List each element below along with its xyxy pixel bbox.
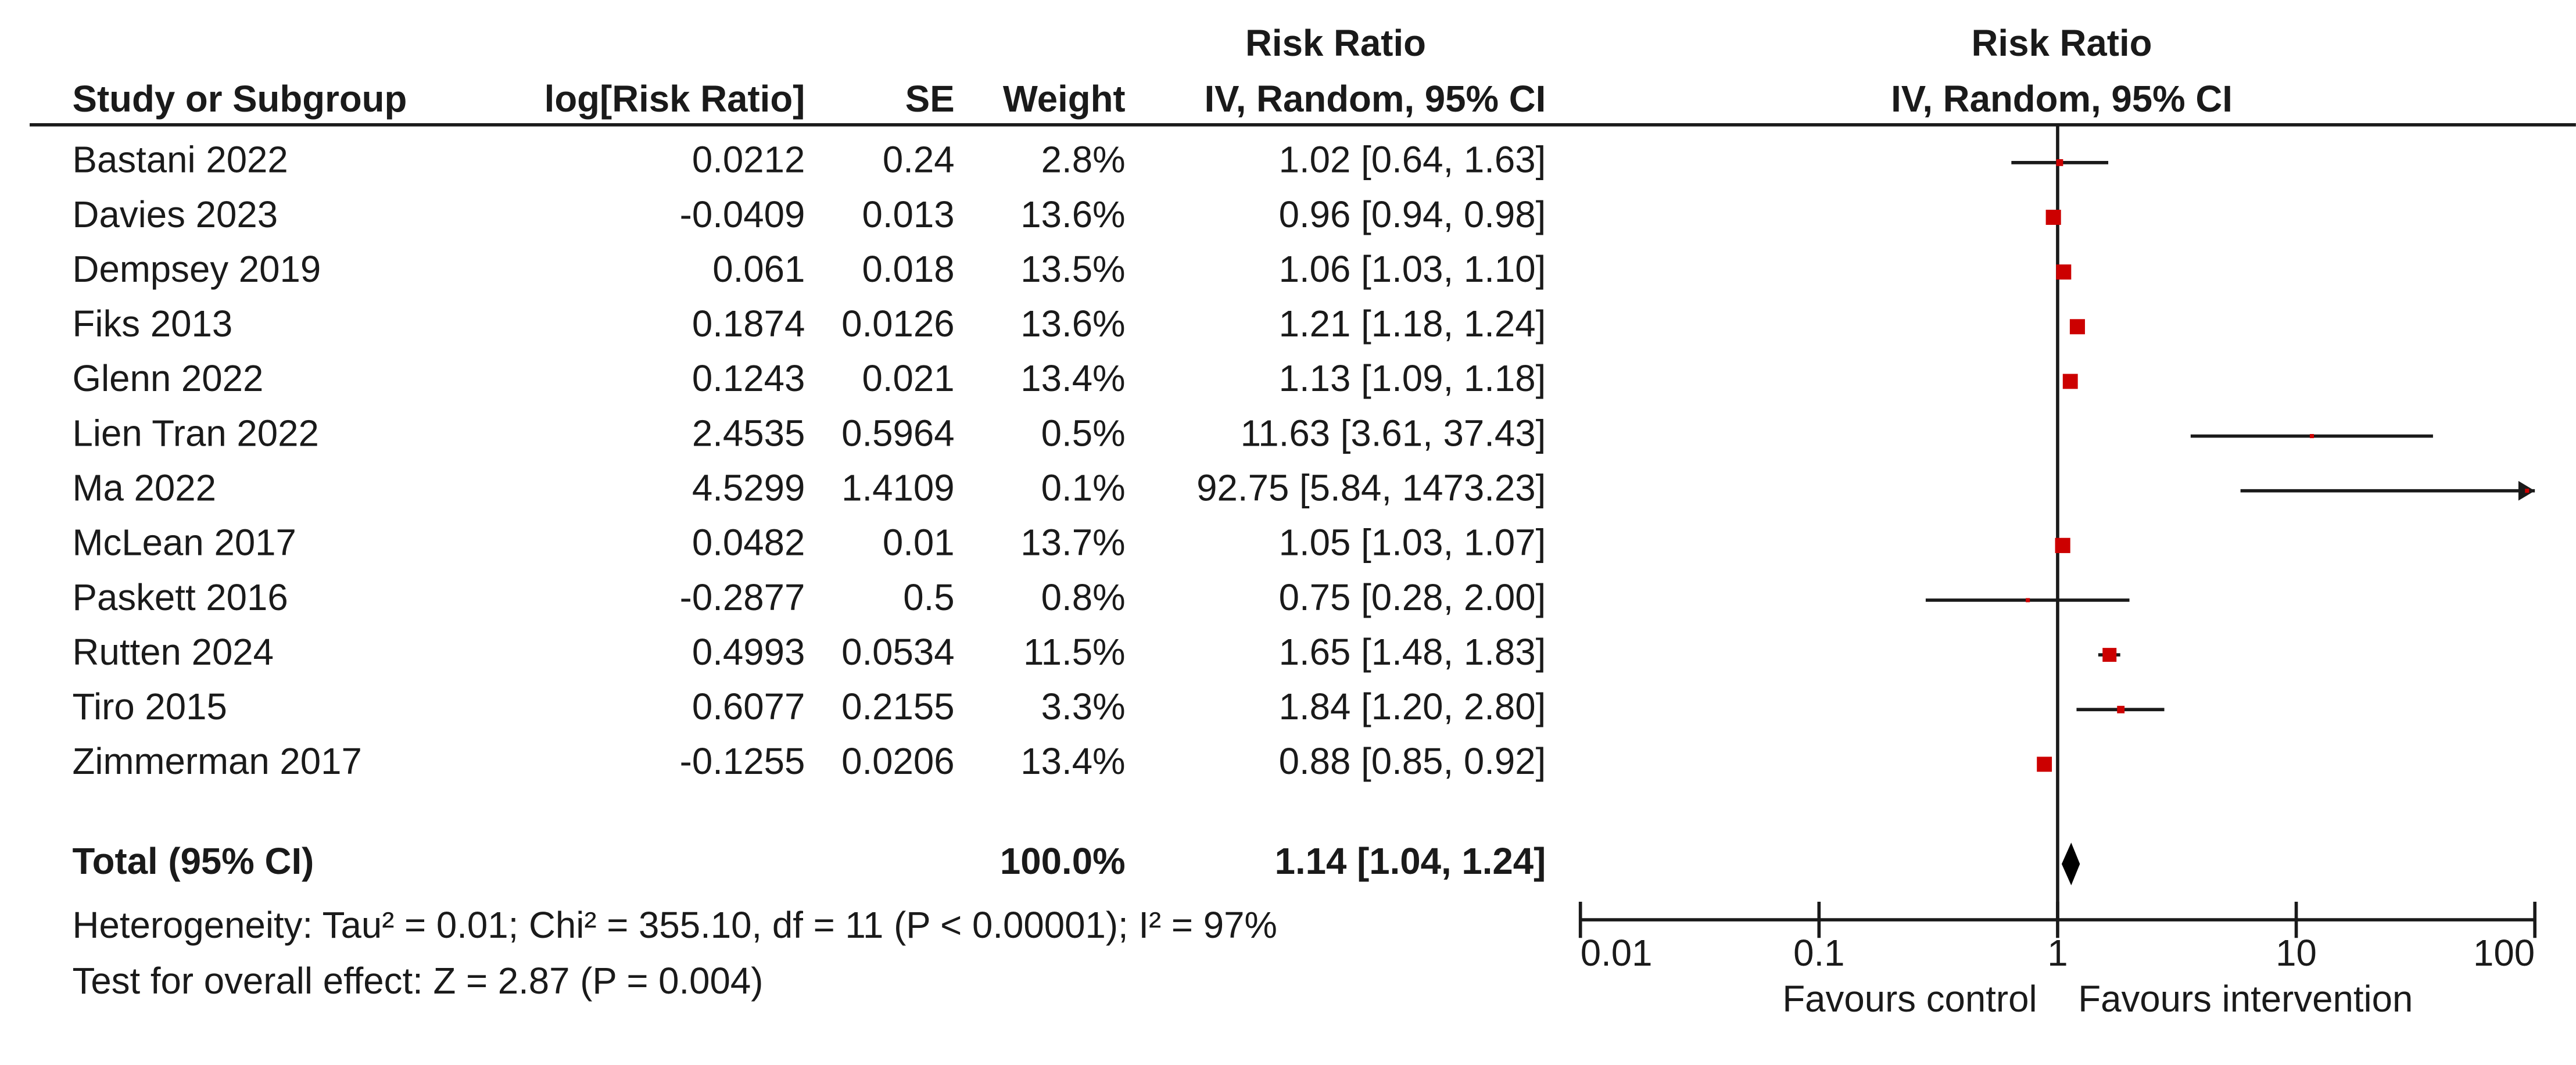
risk-ratio-ci: 1.05 [1.03, 1.07]	[1279, 522, 1546, 564]
study-name: Total (95% CI)	[73, 841, 314, 882]
study-estimate	[2055, 537, 2070, 553]
risk-ratio-ci: 92.75 [5.84, 1473.23]	[1196, 467, 1546, 508]
study-estimate	[2056, 159, 2063, 166]
risk-ratio-ci: 1.21 [1.18, 1.24]	[1279, 303, 1546, 345]
study-name: Rutten 2024	[73, 632, 274, 673]
study-estimate	[2117, 705, 2125, 713]
weight: 2.8%	[1041, 139, 1126, 181]
study-estimate	[2062, 374, 2078, 389]
favours-label: Favours intervention	[2078, 978, 2413, 1020]
study-estimate	[2102, 648, 2117, 662]
standard-error: 0.2155	[841, 686, 955, 727]
heterogeneity: Heterogeneity: Tau² = 0.01; Chi² = 355.1…	[73, 905, 1277, 946]
weight: 13.7%	[1020, 522, 1125, 564]
risk-ratio-ci: 1.84 [1.20, 2.80]	[1279, 686, 1546, 727]
log-risk-ratio: 0.0482	[692, 522, 805, 564]
weight: 13.4%	[1020, 358, 1125, 399]
risk-ratio-ci: 1.06 [1.03, 1.10]	[1279, 249, 1546, 290]
weight: 13.6%	[1020, 194, 1125, 235]
column-header: SE	[905, 78, 955, 120]
risk-ratio-ci: 0.88 [0.85, 0.92]	[1279, 741, 1546, 782]
favours-label: Favours control	[1782, 978, 2037, 1020]
column-header: IV, Random, 95% CI	[1204, 78, 1546, 120]
risk-ratio-ci: 0.96 [0.94, 0.98]	[1279, 194, 1546, 235]
x-tick-label: 100	[2473, 933, 2535, 974]
risk-ratio-ci: 1.65 [1.48, 1.83]	[1279, 632, 1546, 673]
x-tick-label: 1	[2047, 933, 2068, 974]
log-risk-ratio: 0.1243	[692, 358, 805, 399]
weight: 13.5%	[1020, 249, 1125, 290]
risk-ratio-ci: 1.02 [0.64, 1.63]	[1279, 139, 1546, 181]
weight: 0.5%	[1041, 413, 1126, 454]
x-tick-label: 10	[2276, 933, 2317, 974]
x-tick-label: 0.1	[1793, 933, 1844, 974]
overall-effect: Test for overall effect: Z = 2.87 (P = 0…	[73, 960, 764, 1002]
log-risk-ratio: 0.0212	[692, 139, 805, 181]
log-risk-ratio: 0.6077	[692, 686, 805, 727]
risk-ratio-ci: 11.63 [3.61, 37.43]	[1241, 413, 1546, 454]
standard-error: 0.0206	[841, 741, 955, 782]
study-name: Fiks 2013	[73, 303, 233, 345]
column-group-header: Risk Ratio	[1245, 23, 1426, 64]
study-name: Zimmerman 2017	[73, 741, 362, 782]
log-risk-ratio: 0.4993	[692, 632, 805, 673]
study-estimate	[2525, 489, 2530, 493]
study-estimate	[2056, 264, 2072, 280]
standard-error: 0.018	[862, 249, 954, 290]
plot-header: Risk Ratio	[1972, 23, 2152, 64]
study-estimate	[2026, 598, 2030, 603]
standard-error: 0.021	[862, 358, 954, 399]
x-tick-label: 0.01	[1581, 933, 1653, 974]
risk-ratio-ci: 0.75 [0.28, 2.00]	[1279, 577, 1546, 618]
column-header: Weight	[1003, 78, 1126, 120]
column-header: Study or Subgroup	[73, 78, 407, 120]
log-risk-ratio: 0.1874	[692, 303, 805, 345]
log-risk-ratio: 4.5299	[692, 467, 805, 508]
study-name: Tiro 2015	[73, 686, 227, 727]
study-name: Bastani 2022	[73, 139, 288, 181]
standard-error: 0.013	[862, 194, 954, 235]
study-estimate	[2309, 434, 2315, 439]
risk-ratio-ci: 1.13 [1.09, 1.18]	[1279, 358, 1546, 399]
study-estimate	[2037, 756, 2052, 772]
standard-error: 0.0126	[841, 303, 955, 345]
standard-error: 0.0534	[841, 632, 955, 673]
study-name: McLean 2017	[73, 522, 296, 564]
weight: 11.5%	[1023, 632, 1126, 673]
pooled-estimate	[2061, 842, 2080, 885]
log-risk-ratio: -0.0409	[680, 194, 805, 235]
study-estimate	[2045, 209, 2061, 225]
log-risk-ratio: -0.1255	[680, 741, 805, 782]
risk-ratio-ci: 1.14 [1.04, 1.24]	[1275, 841, 1546, 882]
column-header: log[Risk Ratio]	[544, 78, 805, 120]
weight: 0.8%	[1041, 577, 1126, 618]
weight: 13.6%	[1020, 303, 1125, 345]
log-risk-ratio: -0.2877	[680, 577, 805, 618]
plot-header: IV, Random, 95% CI	[1891, 78, 2233, 120]
study-name: Dempsey 2019	[73, 249, 321, 290]
study-name: Ma 2022	[73, 467, 216, 508]
standard-error: 0.5	[903, 577, 954, 618]
standard-error: 1.4109	[841, 467, 955, 508]
standard-error: 0.5964	[841, 413, 955, 454]
study-name: Glenn 2022	[73, 358, 264, 399]
standard-error: 0.01	[883, 522, 955, 564]
weight: 3.3%	[1041, 686, 1126, 727]
study-name: Lien Tran 2022	[73, 413, 319, 454]
study-name: Davies 2023	[73, 194, 278, 235]
weight: 0.1%	[1041, 467, 1126, 508]
log-risk-ratio: 0.061	[712, 249, 805, 290]
standard-error: 0.24	[883, 139, 955, 181]
study-name: Paskett 2016	[73, 577, 288, 618]
weight: 13.4%	[1020, 741, 1125, 782]
study-estimate	[2069, 319, 2085, 335]
log-risk-ratio: 2.4535	[692, 413, 805, 454]
weight: 100.0%	[1000, 841, 1126, 882]
